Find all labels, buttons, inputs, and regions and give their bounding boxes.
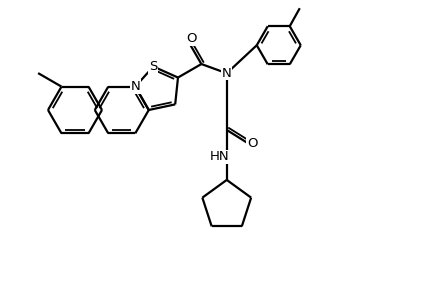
Text: N: N bbox=[222, 67, 232, 80]
Text: N: N bbox=[130, 80, 140, 93]
Text: O: O bbox=[247, 137, 257, 150]
Text: S: S bbox=[149, 60, 157, 73]
Text: HN: HN bbox=[210, 151, 230, 164]
Text: O: O bbox=[187, 32, 197, 45]
